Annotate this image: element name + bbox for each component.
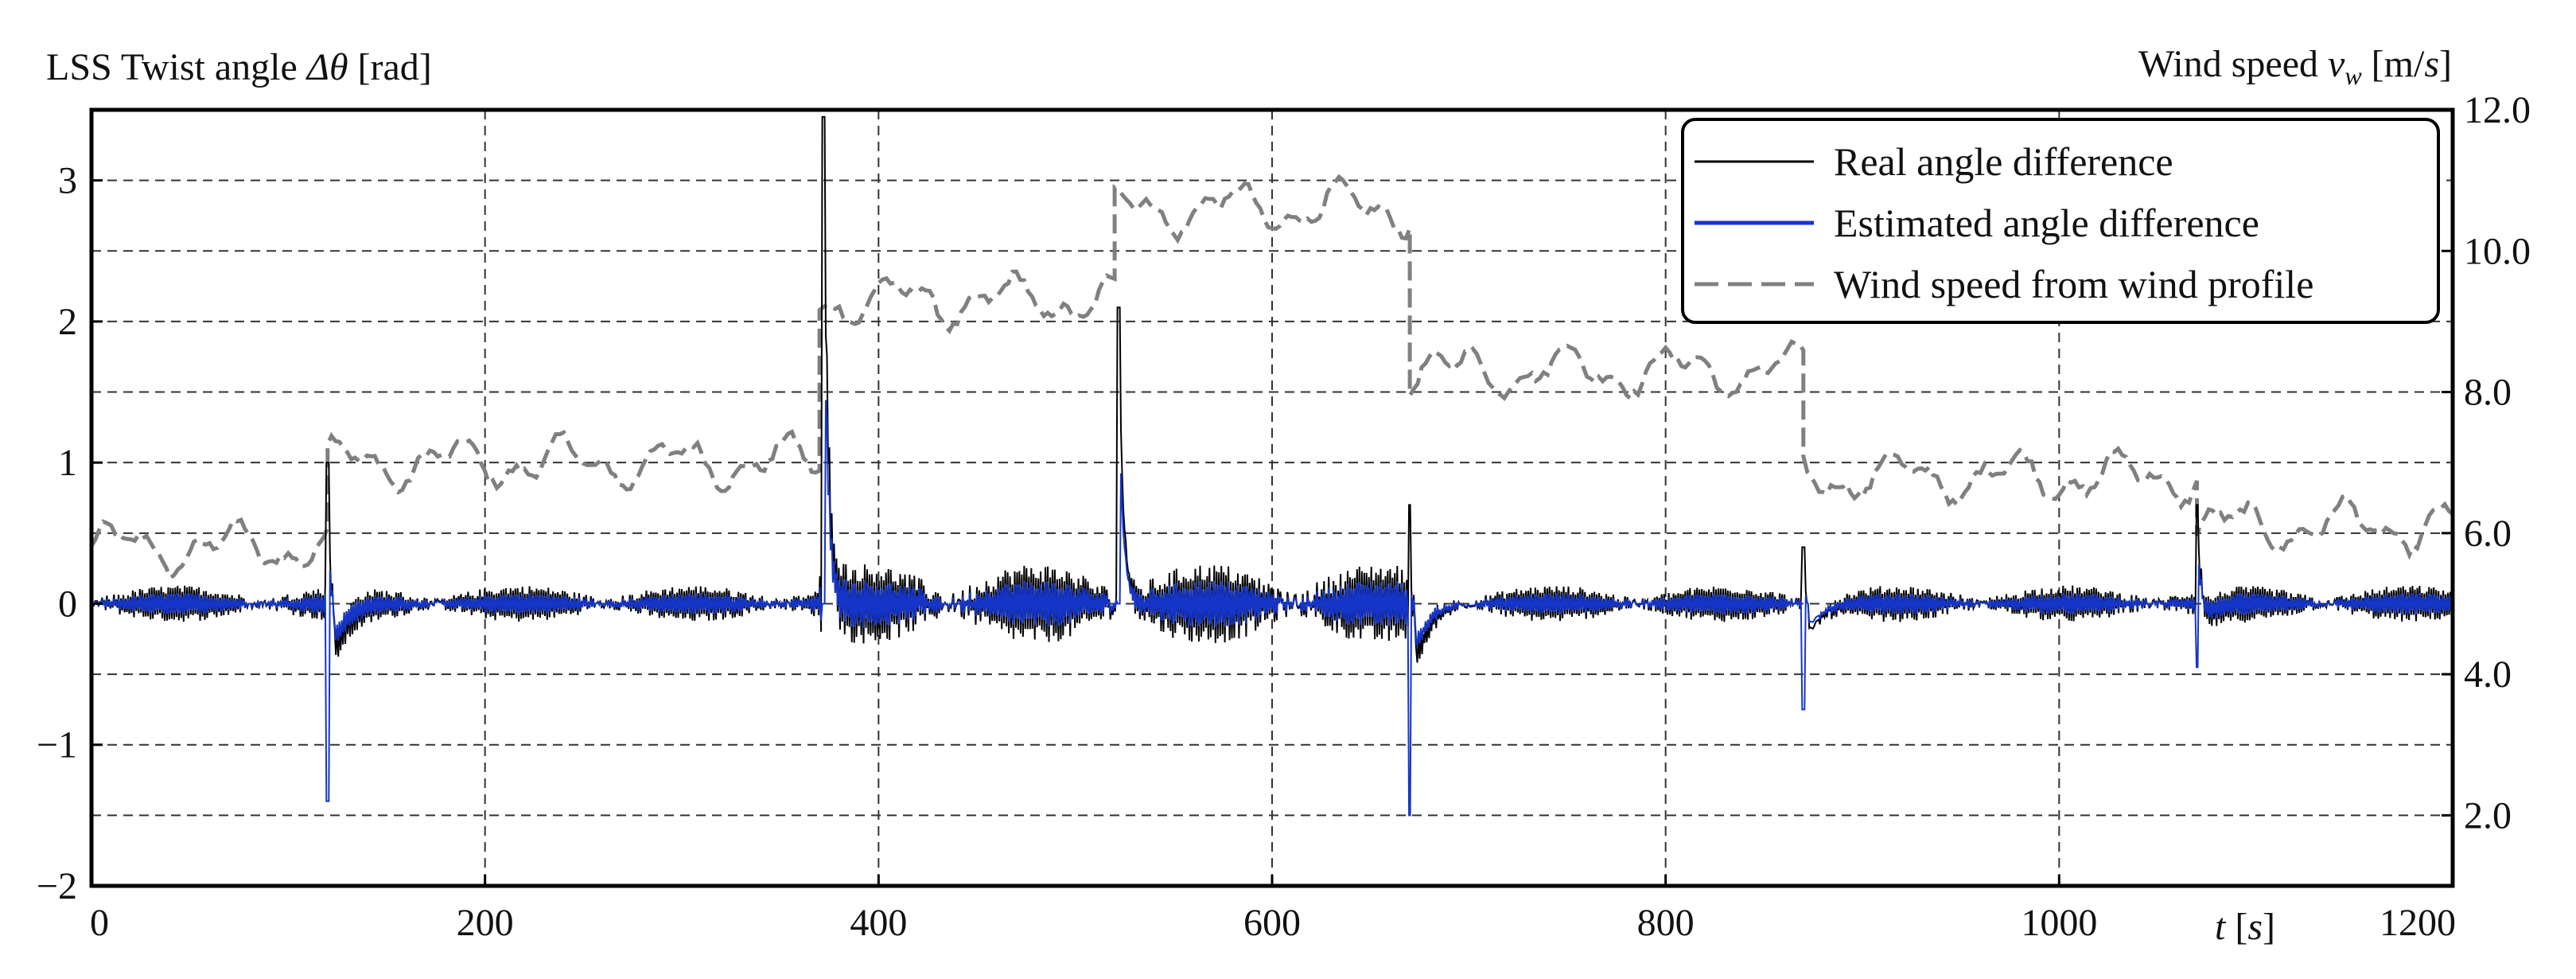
right-tick-label: 4.0	[2464, 653, 2512, 696]
right-axis-ticks: 12.0 10.0 8.0 6.0 4.0 2.0	[2442, 89, 2531, 837]
x-axis-label-close: ]	[2263, 906, 2275, 948]
right-tick-label: 8.0	[2464, 372, 2512, 414]
x-tick-label: 1200	[2379, 902, 2456, 944]
left-axis-ticks: 3 2 1 0 −1 −2	[37, 160, 103, 907]
x-tick-label: 0	[90, 902, 109, 944]
left-axis-title: LSS Twist angle Δθ [rad]	[46, 46, 432, 88]
left-tick-label: 0	[58, 583, 77, 625]
x-tick-label: 1000	[2021, 902, 2097, 944]
left-tick-label: −1	[37, 724, 77, 766]
left-tick-label: −2	[37, 865, 77, 907]
right-axis-title-symbol: v	[2328, 43, 2345, 85]
legend-label-estimated: Estimated angle difference	[1834, 201, 2259, 245]
x-tick-label: 400	[850, 902, 907, 944]
x-tick-label: 200	[457, 902, 514, 944]
legend-label-real: Real angle difference	[1834, 139, 2173, 184]
series-layer	[89, 115, 2454, 817]
right-axis-title-unit-close: ]	[2439, 43, 2452, 85]
legend-label-wind: Wind speed from wind profile	[1834, 262, 2313, 306]
legend: Real angle difference Estimated angle di…	[1681, 118, 2440, 324]
x-axis-label-symbol: t	[2215, 906, 2227, 948]
right-tick-label: 10.0	[2464, 230, 2531, 272]
left-tick-label: 1	[58, 442, 77, 484]
right-axis-title-unit-open: [m/	[2362, 43, 2425, 85]
left-axis-title-text: LSS Twist angle	[46, 46, 307, 88]
right-axis-title-subscript: w	[2344, 61, 2362, 90]
left-axis-title-unit: [rad]	[348, 46, 432, 88]
legend-box	[1681, 118, 2440, 324]
x-axis-label-unit: s	[2247, 906, 2263, 948]
left-tick-label: 2	[58, 301, 77, 343]
x-axis-label: t [s]	[2215, 906, 2275, 948]
left-axis-title-symbol: Δθ	[305, 46, 348, 88]
series-wind-speed	[89, 174, 2454, 582]
x-axis-ticks: 0 200 400 600 800 1000 1200	[90, 875, 2456, 944]
left-tick-label: 3	[58, 160, 77, 202]
x-axis-label-open: [	[2225, 906, 2247, 948]
x-tick-label: 800	[1637, 902, 1695, 944]
right-axis-title-unit-s: s	[2424, 43, 2439, 85]
right-tick-label: 12.0	[2464, 89, 2531, 131]
series-estimated-angle	[91, 400, 2453, 817]
right-tick-label: 2.0	[2464, 794, 2512, 837]
right-tick-label: 6.0	[2464, 513, 2512, 555]
x-tick-label: 600	[1243, 902, 1301, 944]
right-axis-title-text: Wind speed	[2138, 43, 2328, 85]
right-axis-title: Wind speed vw [m/s]	[2138, 43, 2452, 90]
